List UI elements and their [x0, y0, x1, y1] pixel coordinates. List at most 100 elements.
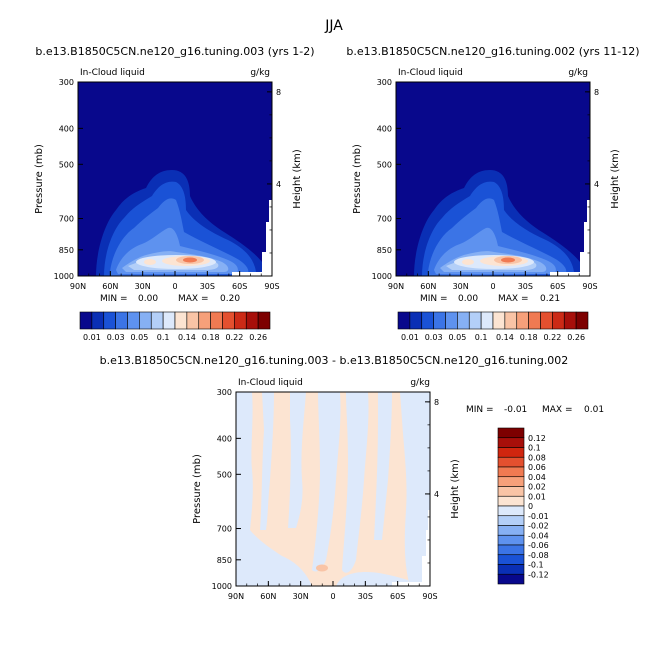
colorbar-swatch [497, 486, 525, 497]
panel-diff-field [236, 392, 430, 586]
panel-a-min-value: 0.00 [138, 294, 158, 304]
colorbar-swatch [497, 505, 525, 517]
colorbar-label: 0.04 [528, 473, 546, 482]
colorbar-swatch [497, 564, 525, 575]
y-tick-label: 850 [59, 246, 74, 255]
panel-b-ylabel-right: Height (km) [610, 149, 621, 209]
colorbar-swatch [139, 311, 152, 330]
colorbar-swatch [575, 311, 589, 330]
colorbar-swatch [552, 311, 565, 330]
panel-a-ylabel: Pressure (mb) [34, 144, 45, 214]
panel-a-axes: 90N 60N 30N 0 30S 60S 90S 300 400 500 700 850 1000 8 4 [54, 78, 281, 291]
x-tick-label: 90N [388, 282, 404, 291]
y-tick-label: 300 [217, 388, 232, 397]
figure-title: JJA [324, 18, 343, 34]
panel-diff-negative-1 [236, 392, 312, 586]
panel-a-peak-left [144, 259, 156, 265]
x-tick-label: 0 [490, 282, 495, 291]
panel-a-level-10 [183, 257, 197, 263]
y-right-tick-label: 4 [276, 180, 281, 189]
panel-diff-max-label: MAX = [542, 405, 573, 415]
colorbar-label: 0.22 [225, 333, 243, 342]
x-tick-label: 30S [518, 282, 533, 291]
panel-b-max-label: MAX = [498, 294, 529, 304]
panel-diff-ylabel: Pressure (mb) [192, 454, 203, 524]
panel-a-min-label: MIN = [100, 294, 128, 304]
y-tick-label: 300 [377, 78, 392, 87]
colorbar-label: -0.12 [528, 570, 549, 579]
panel-diff-positive-blob [316, 564, 328, 572]
x-tick-label: 30N [135, 282, 151, 291]
panel-b-field [396, 82, 590, 276]
colorbar-label: 0.1 [475, 333, 488, 342]
y-tick-label: 1000 [54, 272, 74, 281]
panel-diff-negative-8 [336, 572, 410, 586]
panel-a-ylabel-right: Height (km) [292, 149, 303, 209]
colorbar-label: -0.1 [528, 561, 544, 570]
panel-a-max-value: 0.20 [220, 294, 240, 304]
panel-a-units-label: g/kg [250, 68, 270, 78]
panel-b-variable-label: In-Cloud liquid [398, 68, 463, 78]
colorbar-swatch [186, 311, 200, 330]
colorbar-label: -0.01 [528, 512, 549, 521]
panel-diff: b.e13.B1850C5CN.ne120_g16.tuning.003 - b… [100, 354, 604, 601]
colorbar-swatch [421, 311, 434, 330]
y-tick-label: 700 [59, 215, 74, 224]
colorbar-label: 0.12 [528, 434, 546, 443]
y-right-tick-label: 8 [434, 398, 439, 407]
panel-diff-ylabel-right: Height (km) [450, 459, 461, 519]
y-tick-label: 300 [59, 78, 74, 87]
colorbar-swatch [468, 311, 482, 330]
colorbar-label: 0.22 [543, 333, 561, 342]
panel-b-peak-left [462, 259, 474, 265]
y-tick-label: 400 [59, 124, 74, 133]
y-right-tick-label: 4 [594, 180, 599, 189]
panel-a-colorbar: 0.01 0.03 0.05 0.1 0.14 0.18 0.22 0.26 [79, 311, 271, 342]
colorbar-swatch [497, 554, 525, 565]
colorbar-swatch [79, 311, 93, 330]
colorbar-label: 0.26 [567, 333, 585, 342]
panel-diff-units-label: g/kg [410, 378, 430, 388]
colorbar-label: 0.01 [401, 333, 419, 342]
colorbar-swatch [222, 311, 235, 330]
panel-diff-negative-4 [312, 392, 341, 572]
panel-diff-missing-data [392, 510, 430, 586]
panel-a-field [78, 82, 272, 276]
x-tick-label: 90S [582, 282, 597, 291]
x-tick-label: 90N [228, 592, 244, 601]
colorbar-label: 0 [528, 502, 533, 511]
colorbar-label: 0.01 [528, 492, 546, 501]
colorbar-swatch [433, 311, 446, 330]
colorbar-swatch [127, 311, 140, 330]
colorbar-label: 0.05 [130, 333, 148, 342]
colorbar-label: 0.08 [528, 453, 546, 462]
colorbar-swatch [497, 447, 525, 458]
x-tick-label: 60S [390, 592, 405, 601]
panel-b-title: b.e13.B1850C5CN.ne120_g16.tuning.002 (yr… [346, 45, 639, 58]
colorbar-swatch [497, 466, 525, 478]
panel-b-ylabel: Pressure (mb) [352, 144, 363, 214]
y-tick-label: 850 [377, 246, 392, 255]
y-tick-label: 700 [217, 525, 232, 534]
x-tick-label: 0 [330, 592, 335, 601]
panel-diff-negative-2 [260, 392, 274, 530]
panel-b: b.e13.B1850C5CN.ne120_g16.tuning.002 (yr… [346, 45, 639, 342]
colorbar-swatch [497, 476, 525, 487]
colorbar-label: 0.05 [448, 333, 466, 342]
colorbar-label: 0.03 [425, 333, 443, 342]
panel-diff-axes: 90N 60N 30N 0 30S 60S 90S 300 400 500 700 850 1000 8 4 [212, 388, 439, 601]
colorbar-swatch [497, 544, 525, 556]
colorbar-swatch [497, 437, 525, 448]
panel-a-missing-data [232, 200, 272, 276]
panel-diff-negative-7 [400, 392, 430, 586]
colorbar-label: -0.08 [528, 551, 549, 560]
y-right-tick-label: 8 [594, 88, 599, 97]
panel-diff-negative-5 [342, 392, 369, 573]
colorbar-label: 0.06 [528, 463, 546, 472]
colorbar-label: 0.03 [107, 333, 125, 342]
colorbar-swatch [397, 311, 411, 330]
colorbar-swatch [540, 311, 553, 330]
colorbar-swatch [497, 456, 525, 468]
colorbar-swatch [174, 311, 188, 330]
colorbar-swatch [409, 311, 423, 330]
